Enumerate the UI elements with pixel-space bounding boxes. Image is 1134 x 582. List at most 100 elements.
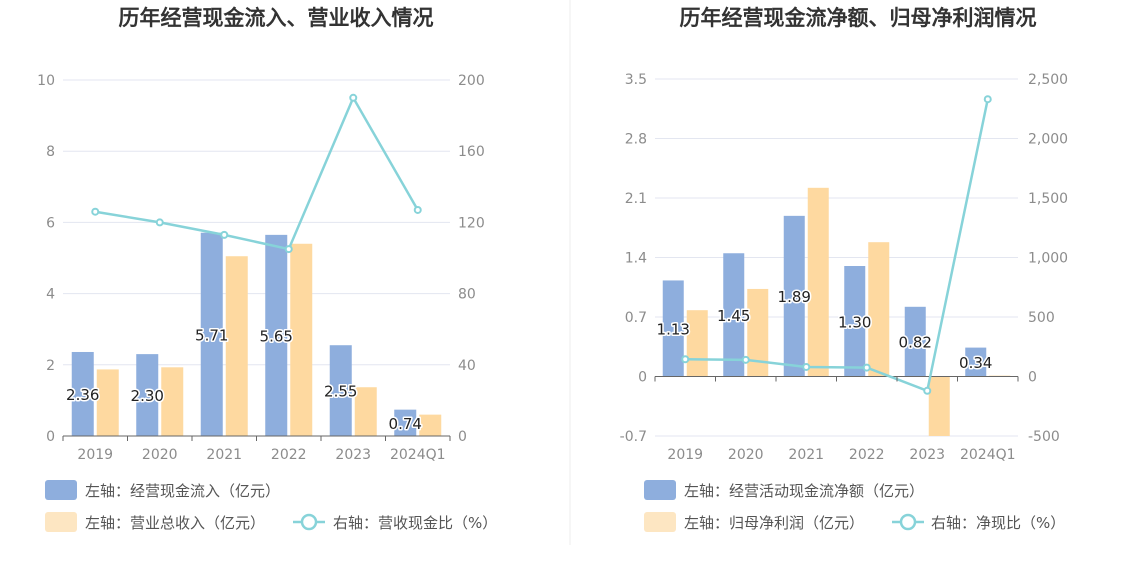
left-tick-label: 0 (46, 429, 55, 445)
ratio-point (413, 205, 422, 214)
legend: 左轴：经营现金流入（亿元） 左轴：营业总收入（亿元） 右轴：营收现金比（%） (45, 480, 497, 532)
bar-primary (965, 347, 987, 377)
ratio-point (284, 245, 293, 254)
bars (662, 187, 1011, 436)
cash-inflow-revenue-chart: 历年经营现金流入、营业收入情况 0 2 4 6 8 10 0 40 80 120 160 200 2… (37, 6, 497, 532)
legend-item-ratio[interactable]: 右轴：净现比（%） (892, 513, 1065, 532)
ratio-point (681, 355, 690, 364)
x-tick-label: 2021 (206, 447, 242, 463)
ratio-point (349, 93, 358, 102)
right-tick-label: 500 (1028, 310, 1055, 326)
legend-swatch (644, 512, 676, 532)
legend-label: 右轴：营收现金比（%） (333, 514, 497, 532)
legend-label: 左轴：营业总收入（亿元） (85, 514, 265, 532)
x-axis-ticks: 2019 2020 2021 2022 2023 2024Q1 (62, 436, 451, 463)
ratio-point (741, 355, 750, 364)
gridlines (655, 78, 1018, 437)
bar-data-label: 0.74 (389, 415, 422, 433)
bar-secondary (868, 242, 890, 377)
bar-secondary (290, 243, 313, 436)
net-cash-flow-profit-chart: 历年经营现金流净额、归母净利润情况 -0.7 0 0.7 1.4 2.1 2.8 3.5 -… (620, 6, 1068, 532)
bar-primary (71, 351, 94, 436)
legend-swatch (45, 480, 77, 500)
left-tick-label: 2.8 (625, 132, 647, 148)
bar-secondary (419, 414, 442, 436)
x-tick-label: 2024Q1 (390, 447, 446, 463)
left-axis-ticks: 0 2 4 6 8 10 (37, 73, 55, 445)
legend-item-net-cash-flow[interactable]: 左轴：经营活动现金流净额（亿元） (644, 480, 924, 500)
ratio-point (862, 363, 871, 372)
left-tick-label: 1.4 (625, 251, 647, 267)
x-tick-label: 2021 (788, 447, 824, 463)
bar-data-label: 2.30 (131, 387, 164, 405)
bar-primary (723, 253, 745, 377)
bar-primary (200, 232, 223, 436)
right-tick-label: 200 (458, 73, 485, 89)
left-tick-label: 8 (46, 144, 55, 160)
bar-primary (904, 306, 926, 377)
bar-data-label: 5.71 (195, 326, 228, 344)
right-tick-label: 0 (1028, 370, 1037, 386)
chart-title: 历年经营现金流净额、归母净利润情况 (680, 6, 1037, 30)
bar-secondary (747, 288, 769, 377)
bar-data-label: 1.30 (838, 313, 871, 331)
legend-label: 左轴：经营活动现金流净额（亿元） (684, 482, 924, 500)
right-tick-label: 2,500 (1028, 72, 1068, 88)
legend-label: 右轴：净现比（%） (931, 514, 1065, 532)
ratio-line (91, 93, 422, 254)
ratio-point (983, 95, 992, 104)
bar-secondary (225, 256, 248, 436)
legend-label: 左轴：经营现金流入（亿元） (85, 482, 280, 500)
legend-swatch (644, 480, 676, 500)
bar-data-labels: 1.13 1.45 1.89 1.30 0.82 0.34 (655, 287, 994, 374)
bar-data-label: 0.34 (959, 354, 992, 372)
ratio-point (155, 218, 164, 227)
x-tick-label: 2020 (142, 447, 178, 463)
right-tick-label: 120 (458, 215, 485, 231)
bar-primary (844, 266, 866, 377)
x-axis-ticks: 2019 2020 2021 2022 2023 2024Q1 (654, 376, 1019, 463)
x-tick-label: 2022 (271, 447, 307, 463)
left-tick-label: 2.1 (625, 191, 647, 207)
bar-data-label: 5.65 (260, 327, 293, 345)
x-tick-label: 2019 (77, 447, 113, 463)
legend-item-cash-inflow[interactable]: 左轴：经营现金流入（亿元） (45, 480, 280, 500)
right-tick-label: 80 (458, 287, 476, 303)
legend-item-revenue[interactable]: 左轴：营业总收入（亿元） (45, 512, 265, 532)
right-tick-label: 0 (458, 429, 467, 445)
legend-item-net-profit[interactable]: 左轴：归母净利润（亿元） (644, 512, 864, 532)
bar-secondary (96, 369, 119, 436)
chart-title: 历年经营现金流入、营业收入情况 (119, 6, 434, 30)
right-axis-ticks: -500 0 500 1,000 1,500 2,000 2,500 (1028, 72, 1068, 445)
bar-primary (662, 280, 684, 377)
bar-data-label: 1.45 (717, 307, 750, 325)
left-tick-label: 2 (46, 358, 55, 374)
right-tick-label: 1,500 (1028, 191, 1068, 207)
legend: 左轴：经营活动现金流净额（亿元） 左轴：归母净利润（亿元） 右轴：净现比（%） (644, 480, 1065, 532)
left-tick-label: 6 (46, 215, 55, 231)
x-tick-label: 2023 (909, 447, 945, 463)
bar-data-label: 1.13 (657, 320, 690, 338)
bar-data-label: 1.89 (778, 288, 811, 306)
bar-data-label: 0.82 (899, 334, 932, 352)
legend-swatch (45, 512, 77, 532)
ratio-line-path (685, 98, 989, 393)
legend-item-ratio[interactable]: 右轴：营收现金比（%） (293, 513, 497, 532)
ratio-point (91, 207, 100, 216)
right-tick-label: 160 (458, 144, 485, 160)
x-tick-label: 2020 (728, 447, 764, 463)
x-tick-label: 2022 (849, 447, 885, 463)
legend-marker (899, 513, 917, 531)
bar-primary (394, 409, 417, 436)
ratio-point (923, 386, 932, 395)
x-tick-label: 2024Q1 (960, 447, 1016, 463)
bar-primary (329, 345, 352, 436)
bar-secondary (928, 376, 950, 436)
x-tick-label: 2019 (667, 447, 703, 463)
left-tick-label: 10 (37, 73, 55, 89)
bar-secondary (161, 367, 184, 436)
left-tick-label: 3.5 (625, 72, 647, 88)
bar-data-label: 2.55 (324, 383, 357, 401)
x-tick-label: 2023 (335, 447, 371, 463)
